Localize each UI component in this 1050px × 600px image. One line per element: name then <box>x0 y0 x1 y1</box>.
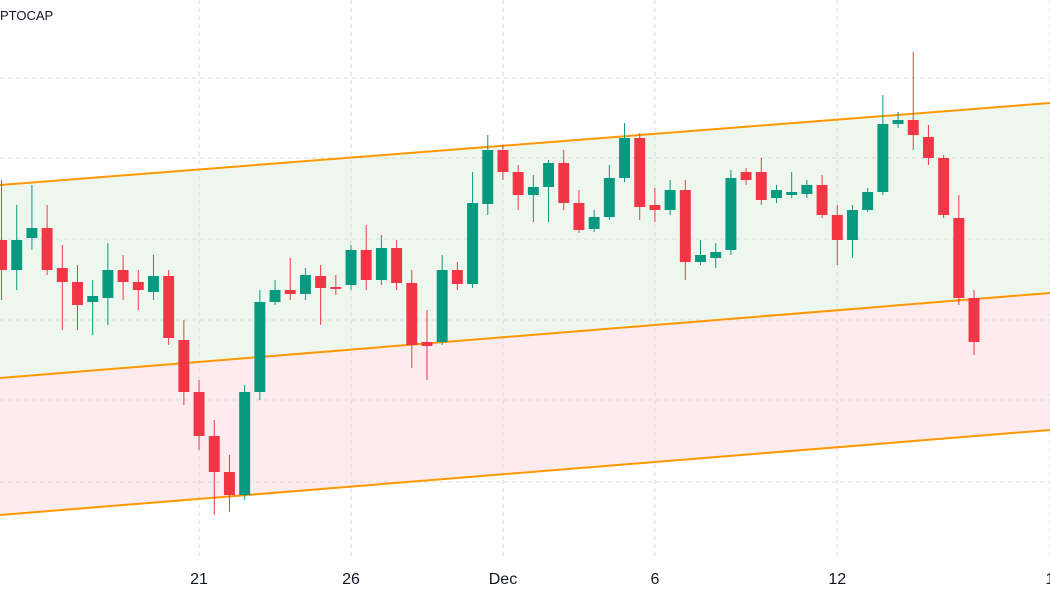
candle-body <box>178 340 190 392</box>
candle-body <box>406 283 418 345</box>
candle-body <box>907 120 919 135</box>
candle-body <box>345 250 357 285</box>
candle-body <box>922 137 934 158</box>
candle-body <box>588 217 600 229</box>
candle-body <box>208 436 220 472</box>
zones <box>0 103 1050 515</box>
candle-body <box>603 178 615 217</box>
candle-body <box>755 172 767 200</box>
candle-body <box>330 287 342 289</box>
candle-body <box>254 302 266 392</box>
candle-body <box>436 270 448 342</box>
candle-body <box>26 228 38 238</box>
candle-body <box>375 248 387 280</box>
candle-body <box>0 240 7 270</box>
candle-body <box>56 268 68 282</box>
channel-line <box>0 292 1050 379</box>
candle-body <box>786 192 798 195</box>
candle-body <box>360 250 372 280</box>
candle-body <box>619 138 630 178</box>
candle-body <box>41 228 53 270</box>
candle-body <box>72 282 83 305</box>
candle-body <box>87 296 99 302</box>
channel-line <box>0 429 1050 516</box>
candle-body <box>239 392 251 495</box>
candle-body <box>193 392 205 436</box>
candle-body <box>299 275 311 294</box>
candle-body <box>269 290 281 302</box>
channel <box>0 102 1050 516</box>
candle-body <box>421 342 433 346</box>
candle-body <box>771 190 782 198</box>
candles <box>0 52 980 515</box>
chart-title: PTOCAP <box>0 8 53 23</box>
candle-body <box>725 178 737 250</box>
candle-body <box>695 255 706 262</box>
candle-body <box>816 185 828 215</box>
x-tick-label: Dec <box>489 571 517 588</box>
candle-body <box>284 290 296 294</box>
candle-body <box>451 270 463 284</box>
candle-body <box>953 218 965 298</box>
candle-body <box>938 158 950 215</box>
candle-body <box>573 203 585 230</box>
candle-body <box>512 172 524 195</box>
x-axis: 21 26 Dec 6 12 1 <box>190 571 1050 588</box>
candle-body <box>102 270 114 298</box>
candle-body <box>710 252 722 258</box>
x-tick-label: 21 <box>190 571 208 588</box>
candle-body <box>664 190 676 210</box>
channel-line <box>0 102 1050 186</box>
candle-body <box>558 163 570 203</box>
x-tick-label: 26 <box>342 571 360 588</box>
channel-zone <box>0 293 1050 515</box>
candle-body <box>315 276 327 288</box>
candle-body <box>649 205 661 210</box>
candle-body <box>892 120 904 124</box>
candle-body <box>117 270 129 282</box>
candle-body <box>391 248 403 283</box>
x-tick-label: 1 <box>1046 571 1050 588</box>
candle-body <box>482 150 494 204</box>
candle-body <box>862 192 874 210</box>
candle-body <box>163 276 175 338</box>
candle-body <box>846 210 858 240</box>
candle-body <box>543 163 555 187</box>
candle-body <box>527 187 539 195</box>
candle-body <box>11 240 23 270</box>
candle-body <box>223 472 235 495</box>
candle-body <box>132 282 144 290</box>
candle-body <box>148 276 159 292</box>
candle-body <box>877 124 889 192</box>
candle-body <box>740 172 752 180</box>
candle-body <box>497 150 509 172</box>
x-tick-label: 12 <box>828 571 846 588</box>
candle-body <box>831 215 843 240</box>
candle-body <box>968 298 980 342</box>
candle-body <box>467 203 479 284</box>
x-tick-label: 6 <box>650 571 659 588</box>
candle-body <box>801 185 813 194</box>
candle-body <box>679 190 691 262</box>
candle-body <box>634 138 646 207</box>
